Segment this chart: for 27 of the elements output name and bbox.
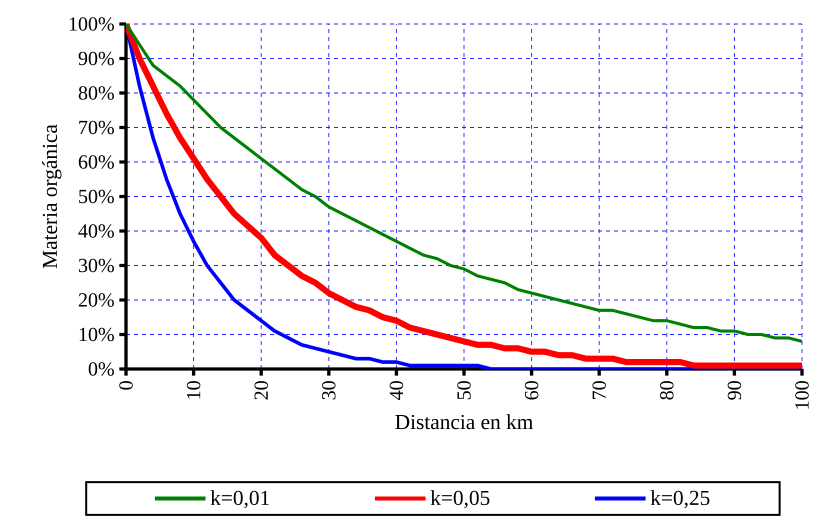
x-tick-label: 100 <box>795 381 809 409</box>
y-tick-label: 60% <box>78 155 114 169</box>
legend-label: k=0,05 <box>430 490 490 508</box>
y-tick-label: 70% <box>79 120 114 134</box>
x-tick-label: 60 <box>524 381 538 400</box>
x-tick-label: 80 <box>660 381 674 400</box>
x-tick-label: 0 <box>119 381 133 390</box>
x-axis-title: Distancia en km <box>395 414 533 430</box>
y-tick-label: 30% <box>78 258 114 272</box>
y-tick-label: 20% <box>78 293 114 307</box>
y-axis-title: Materia orgánica <box>42 124 62 268</box>
x-tick-label: 20 <box>254 381 268 400</box>
x-tick-label: 10 <box>186 381 200 399</box>
x-tick-label: 30 <box>322 381 336 400</box>
legend-label: k=0,25 <box>650 490 710 508</box>
y-tick-label: 0% <box>88 362 114 376</box>
x-tick-label: 50 <box>457 381 471 400</box>
y-tick-label: 90% <box>78 52 114 66</box>
y-tick-label: 50% <box>79 190 114 204</box>
legend-label: k=0,01 <box>210 490 269 508</box>
y-tick-label: 10% <box>80 328 114 342</box>
x-tick-label: 70 <box>592 381 606 400</box>
y-tick-label: 80% <box>78 86 114 100</box>
y-tick-label: 40% <box>78 224 114 238</box>
x-tick-label: 40 <box>390 381 404 400</box>
y-tick-label: 100% <box>70 17 114 31</box>
x-tick-label: 90 <box>728 381 742 400</box>
